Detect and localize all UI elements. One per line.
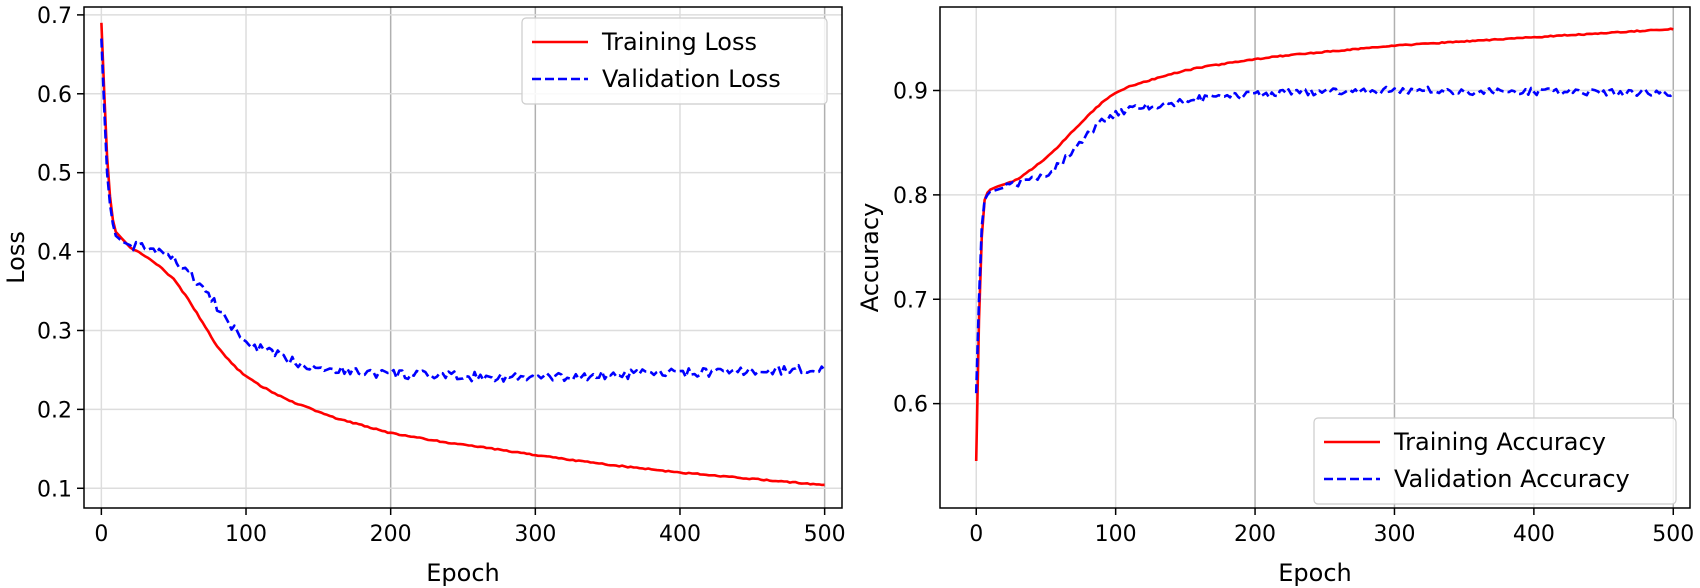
- y-tick-label: 0.5: [37, 162, 72, 187]
- x-tick-label: 200: [1234, 522, 1276, 547]
- legend-label: Training Loss: [601, 28, 757, 56]
- x-tick-label: 200: [370, 522, 412, 547]
- x-tick-label: 300: [514, 522, 556, 547]
- y-axis-label: Loss: [2, 231, 30, 284]
- series-line-training-accuracy: [974, 27, 1674, 462]
- x-tick-label: 0: [94, 522, 108, 547]
- y-axis-label: Accuracy: [856, 203, 884, 313]
- chart-panel-1: 0 100 200 300 400 500 0.1 0.2 0.3 0.4 0.5 0.6 0.7 Epo…: [2, 4, 846, 587]
- series-line-training-loss: [100, 22, 825, 487]
- x-tick-label: 400: [659, 522, 701, 547]
- x-tick-label: 300: [1373, 522, 1415, 547]
- legend-box: [1313, 417, 1677, 505]
- y-tick-label: 0.8: [893, 184, 928, 209]
- y-tick-label: 0.9: [893, 80, 928, 105]
- y-tick-label: 0.7: [37, 4, 72, 29]
- legend-label: Validation Loss: [602, 65, 781, 93]
- y-tick-label: 0.7: [893, 288, 928, 313]
- series-line-validation-accuracy: [974, 85, 1675, 394]
- x-tick-label: 500: [1652, 522, 1694, 547]
- legend: Training Accuracy Validation Accuracy: [1313, 417, 1677, 505]
- x-tick-label: 400: [1513, 522, 1555, 547]
- legend-label: Validation Accuracy: [1394, 465, 1630, 493]
- axes-frame: [939, 6, 1691, 509]
- axes-frame: [83, 6, 843, 509]
- chart-panel-2: 0 100 200 300 400 500 0.6 0.7 0.8 0.9 Epoch Accurac…: [856, 6, 1694, 587]
- y-tick-label: 0.2: [37, 398, 72, 423]
- y-tick-label: 0.1: [37, 477, 72, 502]
- x-axis-label: Epoch: [426, 559, 500, 587]
- y-tick-label: 0.6: [37, 83, 72, 108]
- y-tick-label: 0.4: [37, 241, 72, 266]
- x-tick-label: 100: [225, 522, 267, 547]
- series-line-validation-loss: [100, 38, 826, 383]
- y-tick-label: 0.6: [893, 393, 928, 418]
- x-tick-label: 500: [804, 522, 846, 547]
- x-tick-label: 0: [969, 522, 983, 547]
- legend-box: [521, 17, 828, 105]
- legend-label: Training Accuracy: [1393, 428, 1606, 456]
- x-axis-label: Epoch: [1278, 559, 1352, 587]
- x-tick-label: 100: [1095, 522, 1137, 547]
- y-tick-label: 0.3: [37, 319, 72, 344]
- legend: Training Loss Validation Loss: [521, 17, 828, 105]
